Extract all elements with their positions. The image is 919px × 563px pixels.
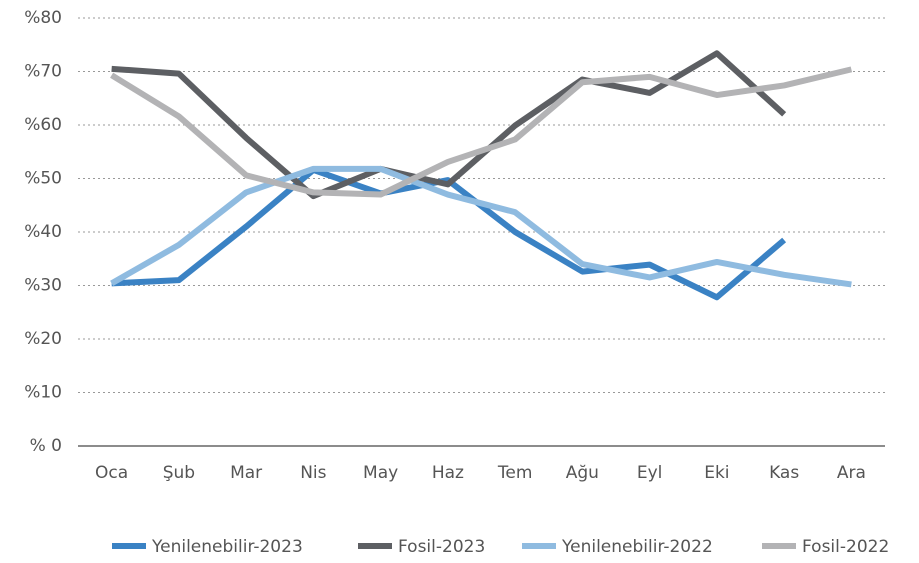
- series-line: [110, 165, 852, 288]
- legend-label: Yenilenebilir-2023: [151, 537, 303, 557]
- y-tick-label: %70: [24, 62, 62, 82]
- x-tick-label: Kas: [769, 463, 799, 483]
- series-line: [110, 66, 853, 198]
- x-tick-label: Ara: [837, 463, 866, 483]
- x-tick-label: Nis: [300, 463, 326, 483]
- x-tick-label: Tem: [497, 463, 533, 483]
- y-tick-label: %40: [24, 222, 62, 242]
- y-tick-label: %10: [24, 383, 62, 403]
- y-tick-label: %30: [24, 276, 62, 296]
- x-tick-label: Ağu: [566, 463, 599, 483]
- x-tick-label: Eki: [704, 463, 729, 483]
- x-tick-label: Mar: [230, 463, 262, 483]
- series-line: [111, 50, 787, 200]
- x-tick-label: Oca: [95, 463, 128, 483]
- y-tick-label: %60: [24, 115, 62, 135]
- y-tick-label: % 0: [30, 436, 62, 456]
- series-line: [111, 166, 787, 301]
- y-tick-label: %80: [24, 8, 62, 28]
- x-tick-label: Haz: [432, 463, 464, 483]
- legend-label: Yenilenebilir-2022: [561, 537, 713, 557]
- legend-label: Fosil-2022: [802, 537, 889, 557]
- y-tick-label: %50: [24, 169, 62, 189]
- x-tick-label: May: [363, 463, 398, 483]
- legend-label: Fosil-2023: [398, 537, 485, 557]
- x-tick-label: Şub: [163, 463, 195, 483]
- y-tick-label: %20: [24, 329, 62, 349]
- x-tick-label: Eyl: [637, 463, 663, 483]
